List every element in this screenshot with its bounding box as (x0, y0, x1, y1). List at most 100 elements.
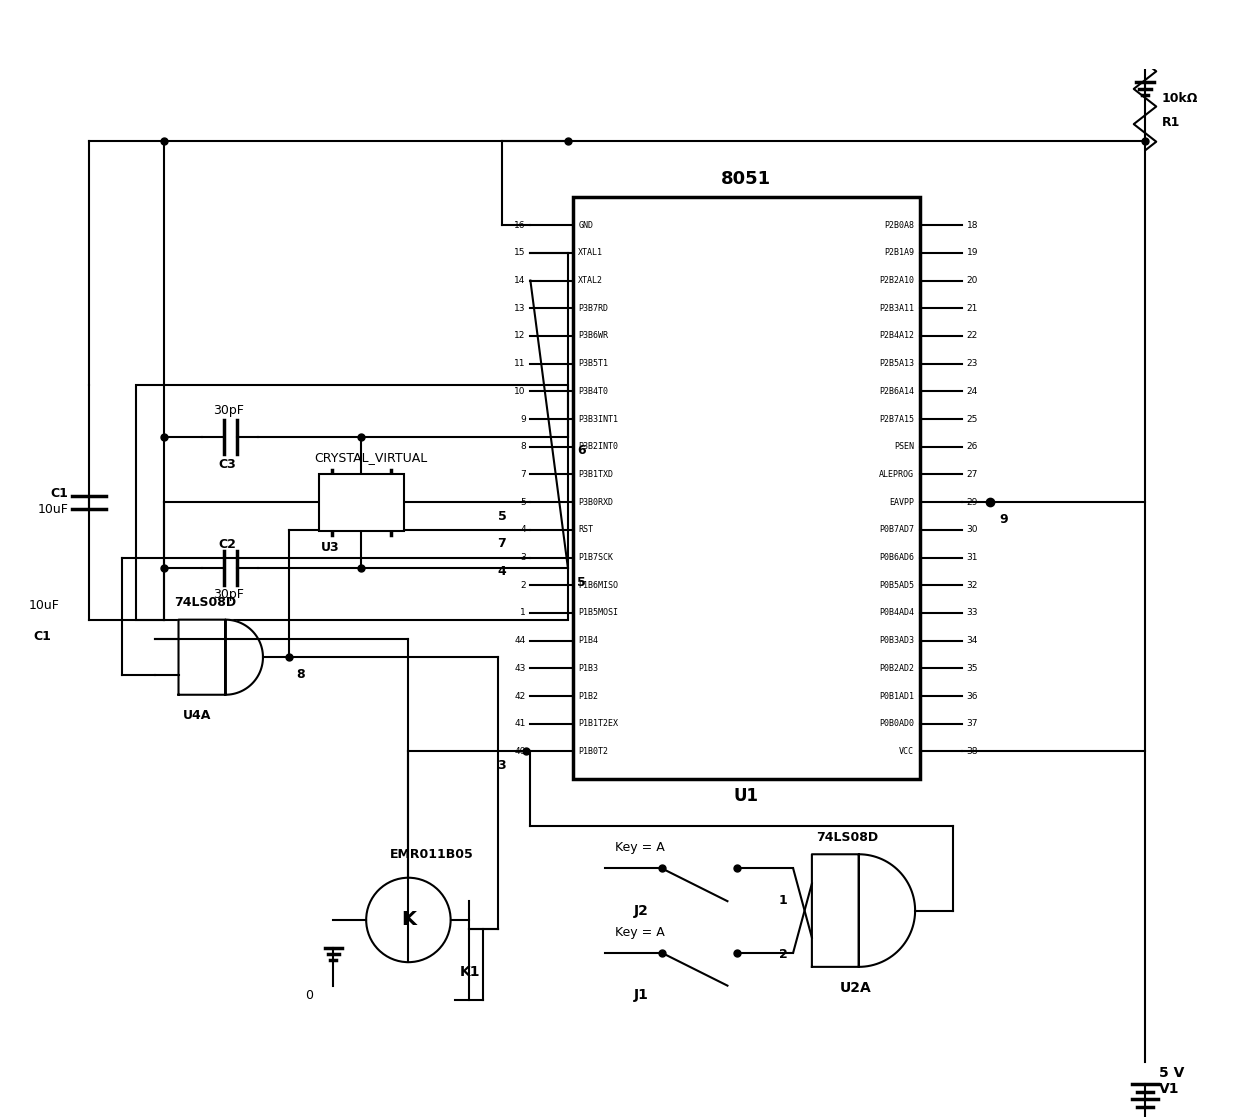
Text: P3B4T0: P3B4T0 (578, 386, 609, 395)
Text: P3B5T1: P3B5T1 (578, 360, 609, 369)
Text: 1: 1 (520, 609, 526, 618)
Text: P1B3: P1B3 (578, 663, 598, 672)
Text: 37: 37 (967, 719, 978, 728)
Text: 4: 4 (520, 525, 526, 534)
Text: C1: C1 (51, 487, 68, 499)
Text: 30pF: 30pF (213, 404, 244, 417)
Text: U1: U1 (734, 787, 759, 805)
Text: 8: 8 (520, 442, 526, 451)
Text: 33: 33 (967, 609, 978, 618)
Text: P2B3A11: P2B3A11 (879, 304, 914, 313)
Text: P0B5AD5: P0B5AD5 (879, 581, 914, 590)
Text: P3B0RXD: P3B0RXD (578, 498, 614, 507)
Text: K: K (401, 910, 415, 929)
Text: P3B6WR: P3B6WR (578, 332, 609, 341)
Text: 11: 11 (515, 360, 526, 369)
Text: 35: 35 (967, 663, 978, 672)
Text: P2B1A9: P2B1A9 (884, 248, 914, 257)
Text: RST: RST (578, 525, 593, 534)
Text: 24: 24 (967, 386, 978, 395)
Text: 43: 43 (515, 663, 526, 672)
Text: 10uF: 10uF (29, 599, 60, 612)
Text: 23: 23 (967, 360, 978, 369)
Text: C1: C1 (33, 630, 51, 643)
Text: Key = A: Key = A (615, 926, 665, 938)
Text: GND: GND (578, 221, 593, 230)
Text: 34: 34 (967, 637, 978, 646)
Text: 1: 1 (779, 894, 787, 907)
Text: 22: 22 (967, 332, 978, 341)
Text: J2: J2 (634, 904, 649, 917)
Text: P1B4: P1B4 (578, 637, 598, 646)
Text: 6: 6 (578, 445, 587, 457)
Text: U3: U3 (321, 541, 340, 554)
Text: 7: 7 (520, 470, 526, 479)
Text: 18: 18 (967, 221, 978, 230)
Text: 19: 19 (967, 248, 978, 257)
Text: 10uF: 10uF (38, 504, 68, 516)
Text: P0B3AD3: P0B3AD3 (879, 637, 914, 646)
Text: 30: 30 (967, 525, 978, 534)
Text: C2: C2 (219, 538, 237, 551)
Text: 9: 9 (999, 513, 1008, 526)
Text: 74LS08D: 74LS08D (174, 596, 236, 609)
Text: 8: 8 (296, 668, 305, 680)
Text: 30pF: 30pF (213, 588, 244, 601)
Text: 10kΩ: 10kΩ (1162, 93, 1198, 105)
Text: PSEN: PSEN (894, 442, 914, 451)
Text: J1: J1 (634, 989, 649, 1002)
Text: 0: 0 (305, 989, 314, 1002)
Text: P3B3INT1: P3B3INT1 (578, 414, 619, 423)
Text: 41: 41 (515, 719, 526, 728)
Text: 21: 21 (967, 304, 978, 313)
Text: P0B2AD2: P0B2AD2 (879, 663, 914, 672)
Text: P1B5MOSI: P1B5MOSI (578, 609, 619, 618)
Text: R1: R1 (1162, 116, 1180, 128)
Polygon shape (179, 620, 263, 695)
Text: 2: 2 (779, 948, 787, 961)
Text: 44: 44 (515, 637, 526, 646)
Text: ALEPROG: ALEPROG (879, 470, 914, 479)
Text: 3: 3 (497, 760, 506, 772)
Text: 12: 12 (515, 332, 526, 341)
Text: 40: 40 (515, 747, 526, 756)
Text: 13: 13 (515, 304, 526, 313)
Text: U4A: U4A (184, 709, 212, 722)
Text: 20: 20 (967, 276, 978, 285)
Text: P0B7AD7: P0B7AD7 (879, 525, 914, 534)
Text: 7: 7 (497, 537, 506, 551)
Text: 26: 26 (967, 442, 978, 451)
Text: U2A: U2A (839, 981, 872, 994)
Text: XTAL2: XTAL2 (578, 276, 603, 285)
Text: 5: 5 (520, 498, 526, 507)
Text: P3B7RD: P3B7RD (578, 304, 609, 313)
Text: 27: 27 (967, 470, 978, 479)
Text: P0B1AD1: P0B1AD1 (879, 691, 914, 700)
Text: P0B0AD0: P0B0AD0 (879, 719, 914, 728)
Bar (573, 198, 920, 780)
Text: P0B6AD6: P0B6AD6 (879, 553, 914, 562)
Text: P2B2A10: P2B2A10 (879, 276, 914, 285)
Text: 15: 15 (515, 248, 526, 257)
Text: 36: 36 (967, 691, 978, 700)
Text: 9: 9 (520, 414, 526, 423)
Text: P0B4AD4: P0B4AD4 (879, 609, 914, 618)
Text: 4: 4 (497, 565, 506, 579)
Text: P1B6MISO: P1B6MISO (578, 581, 619, 590)
Text: P3B1TXD: P3B1TXD (578, 470, 614, 479)
Text: EMR011B05: EMR011B05 (389, 848, 474, 861)
Text: 25: 25 (967, 414, 978, 423)
Text: 74LS08D: 74LS08D (817, 831, 879, 843)
Text: CRYSTAL_VIRTUAL: CRYSTAL_VIRTUAL (315, 451, 428, 464)
Text: 5: 5 (497, 509, 506, 523)
Text: K1: K1 (460, 965, 481, 978)
Text: V1: V1 (1159, 1082, 1179, 1096)
Text: P2B0A8: P2B0A8 (884, 221, 914, 230)
Text: P2B7A15: P2B7A15 (879, 414, 914, 423)
Text: P1B2: P1B2 (578, 691, 598, 700)
Text: 5: 5 (578, 575, 587, 589)
Text: 8051: 8051 (722, 170, 771, 188)
Text: P1B0T2: P1B0T2 (578, 747, 609, 756)
Text: EAVPP: EAVPP (889, 498, 914, 507)
Text: C3: C3 (219, 458, 237, 471)
